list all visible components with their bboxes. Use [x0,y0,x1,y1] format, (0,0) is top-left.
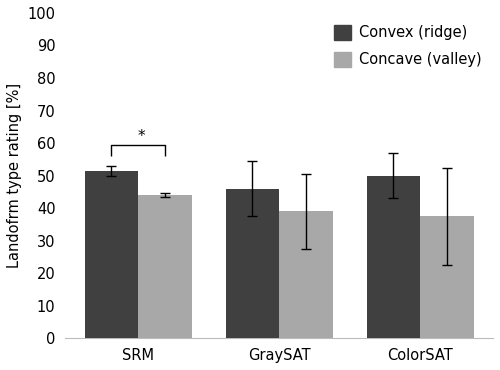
Y-axis label: Landofrm type rating [%]: Landofrm type rating [%] [7,83,22,268]
Bar [420,216,474,338]
Bar [279,211,332,338]
Bar [366,176,420,338]
Text: *: * [137,129,145,144]
Bar [84,171,138,338]
Bar [226,189,279,338]
Bar [138,195,192,338]
Legend: Convex (ridge), Concave (valley): Convex (ridge), Concave (valley) [330,20,486,71]
